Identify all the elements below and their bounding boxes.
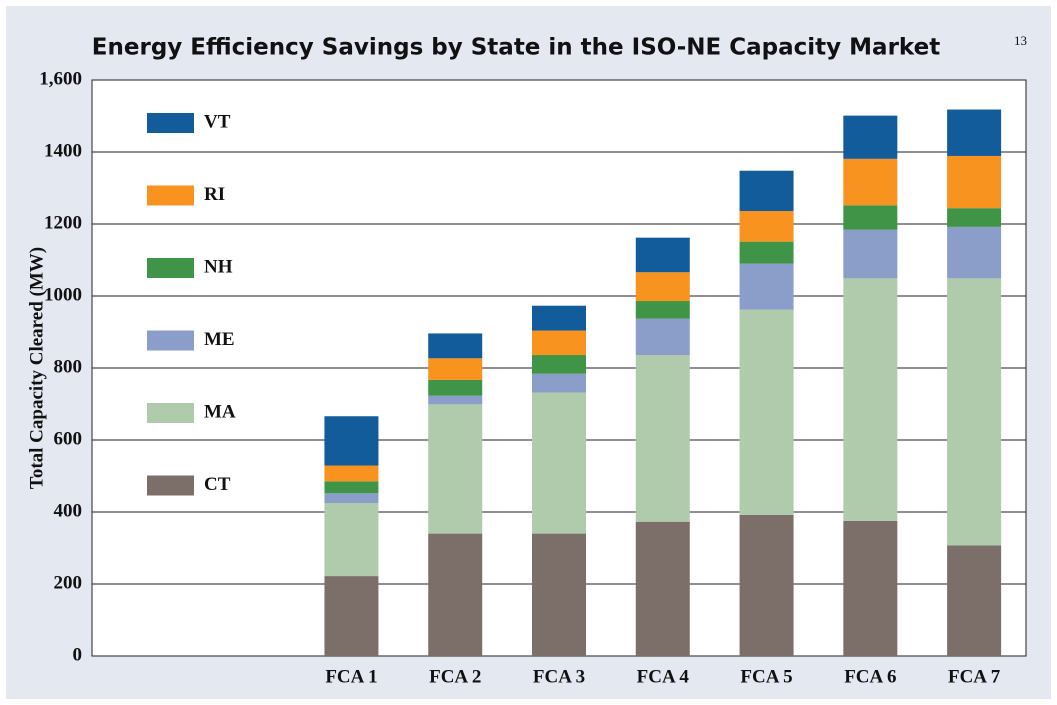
bar-segment xyxy=(324,416,379,466)
x-tick-label: FCA 7 xyxy=(948,666,1001,687)
legend-swatch xyxy=(147,330,194,351)
legend-swatch xyxy=(147,475,194,496)
x-tick-label: FCA 4 xyxy=(637,666,690,687)
y-tick-label: 1,600 xyxy=(39,68,82,89)
y-tick-label: 1000 xyxy=(44,284,82,305)
bar-segment xyxy=(324,493,379,503)
y-tick-label: 200 xyxy=(54,572,83,593)
bar-segment xyxy=(428,395,483,405)
bar-segment xyxy=(635,237,690,273)
bar-segment xyxy=(739,211,794,242)
bar-segment xyxy=(324,465,379,482)
legend-label: MA xyxy=(204,401,236,422)
bar-segment xyxy=(324,481,379,494)
bar-segment xyxy=(739,514,794,656)
bar-segment xyxy=(843,521,898,656)
bar-segment xyxy=(843,205,898,230)
legend-label: VT xyxy=(204,111,231,132)
bar-segment xyxy=(532,373,586,393)
y-tick-label: 1200 xyxy=(44,212,82,233)
bar-segment xyxy=(532,533,586,656)
bar-segment xyxy=(532,305,586,331)
bar-segment xyxy=(428,379,483,396)
bar-segment xyxy=(947,278,1002,546)
y-tick-label: 0 xyxy=(73,644,83,665)
bar-segment xyxy=(324,503,379,577)
bar-segment xyxy=(532,392,586,534)
legend-swatch xyxy=(147,403,194,423)
x-tick-label: FCA 6 xyxy=(844,666,896,687)
bar-segment xyxy=(739,263,794,310)
bar-segment xyxy=(324,576,379,656)
legend-label: RI xyxy=(204,184,225,205)
bar-segment xyxy=(635,521,690,656)
legend-label: ME xyxy=(204,329,235,350)
bar-segment xyxy=(947,155,1002,209)
bar-segment xyxy=(428,533,483,656)
bar-segment xyxy=(739,241,794,264)
bar-segment xyxy=(843,229,898,279)
bar-segment xyxy=(428,333,483,359)
bar-segment xyxy=(739,170,794,212)
bar-segment xyxy=(428,404,483,534)
bar-segment xyxy=(532,330,586,356)
bar-segment xyxy=(843,158,898,206)
legend-label: CT xyxy=(204,474,231,495)
bar-segment xyxy=(947,545,1002,656)
legend-label: NH xyxy=(204,256,233,277)
bar-segment xyxy=(635,301,690,319)
x-tick-label: FCA 2 xyxy=(429,666,481,687)
legend-swatch xyxy=(147,113,194,133)
y-axis-label: Total Capacity Cleared (MW) xyxy=(26,247,47,489)
y-tick-label: 1400 xyxy=(44,140,82,161)
bar-segment xyxy=(843,278,898,521)
x-tick-label: FCA 3 xyxy=(533,666,585,687)
bar-segment xyxy=(428,358,483,380)
y-tick-label: 600 xyxy=(54,428,83,449)
bar-segment xyxy=(635,272,690,302)
x-tick-label: FCA 1 xyxy=(325,666,377,687)
bar-segment xyxy=(947,208,1002,227)
bar-segment xyxy=(635,355,690,522)
y-tick-label: 800 xyxy=(54,356,83,377)
bar-segment xyxy=(947,109,1002,156)
bar-segment xyxy=(947,226,1002,279)
title-note: 13 xyxy=(1014,33,1027,48)
legend-swatch xyxy=(147,258,194,278)
y-tick-label: 400 xyxy=(54,500,83,521)
chart-title: Energy Efficiency Savings by State in th… xyxy=(92,35,940,61)
bar-segment xyxy=(635,318,690,356)
legend-swatch xyxy=(147,185,194,206)
bar-segment xyxy=(532,355,586,374)
x-tick-label: FCA 5 xyxy=(740,666,792,687)
bar-segment xyxy=(739,309,794,515)
bar-segment xyxy=(843,115,898,159)
